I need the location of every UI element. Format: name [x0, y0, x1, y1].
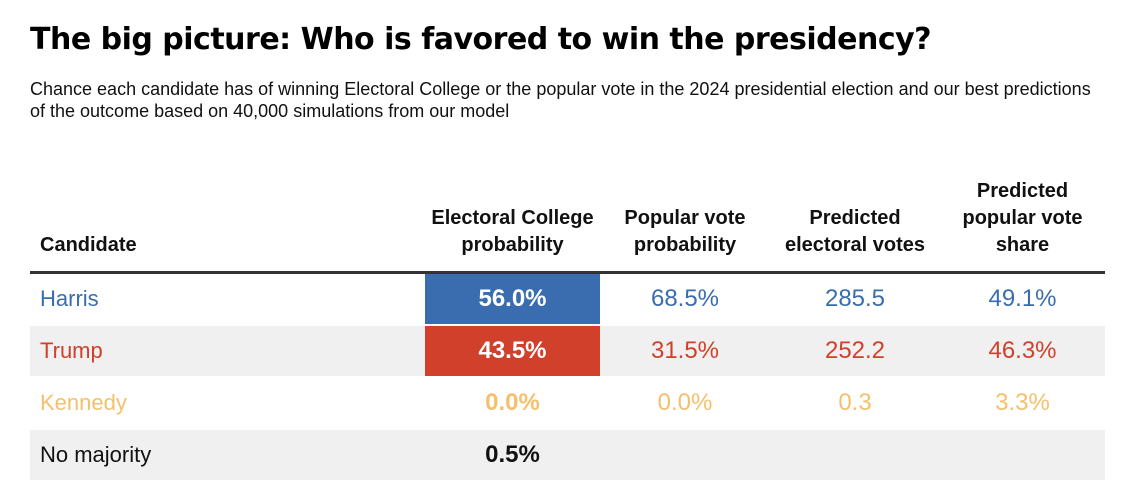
- header-row: Candidate Electoral College probability …: [30, 163, 1105, 274]
- cell-candidate-name: Kennedy: [30, 377, 425, 430]
- col-header-predicted-electoral-votes: Predicted electoral votes: [770, 163, 940, 274]
- col-header-ec-probability: Electoral College probability: [425, 163, 600, 274]
- cell-predicted-popular-vote-share: 49.1%: [940, 272, 1105, 326]
- table-row: Trump 43.5% 31.5% 252.2 46.3%: [30, 325, 1105, 378]
- col-header-candidate: Candidate: [30, 163, 425, 274]
- cell-ec-probability: 56.0%: [425, 272, 600, 326]
- chart-title: The big picture: Who is favored to win t…: [30, 22, 932, 57]
- cell-ec-probability: 43.5%: [425, 325, 600, 378]
- cell-predicted-popular-vote-share: 3.3%: [940, 377, 1105, 430]
- cell-ec-probability: 0.0%: [425, 377, 600, 430]
- cell-candidate-name: No majority: [30, 429, 425, 482]
- table-row: Kennedy 0.0% 0.0% 0.3 3.3%: [30, 377, 1105, 430]
- results-table: Candidate Electoral College probability …: [30, 163, 1105, 482]
- cell-popular-vote-probability: 0.0%: [600, 377, 770, 430]
- cell-predicted-electoral-votes: 285.5: [770, 272, 940, 326]
- cell-ec-probability: 0.5%: [425, 429, 600, 482]
- cell-predicted-electoral-votes: 252.2: [770, 325, 940, 378]
- table-row: No majority 0.5%: [30, 429, 1105, 482]
- table-row: Harris 56.0% 68.5% 285.5 49.1%: [30, 272, 1105, 326]
- cell-predicted-electoral-votes: 0.3: [770, 377, 940, 430]
- cell-candidate-name: Trump: [30, 325, 425, 378]
- chart-subtitle: Chance each candidate has of winning Ele…: [30, 79, 1091, 121]
- col-header-predicted-popular-vote-share: Predicted popular vote share: [940, 163, 1105, 274]
- cell-predicted-popular-vote-share: 46.3%: [940, 325, 1105, 378]
- cell-popular-vote-probability: 31.5%: [600, 325, 770, 378]
- cell-popular-vote-probability: 68.5%: [600, 272, 770, 326]
- cell-predicted-electoral-votes: [770, 429, 940, 482]
- cell-predicted-popular-vote-share: [940, 429, 1105, 482]
- cell-candidate-name: Harris: [30, 272, 425, 326]
- cell-popular-vote-probability: [600, 429, 770, 482]
- col-header-popular-vote-probability: Popular vote probability: [600, 163, 770, 274]
